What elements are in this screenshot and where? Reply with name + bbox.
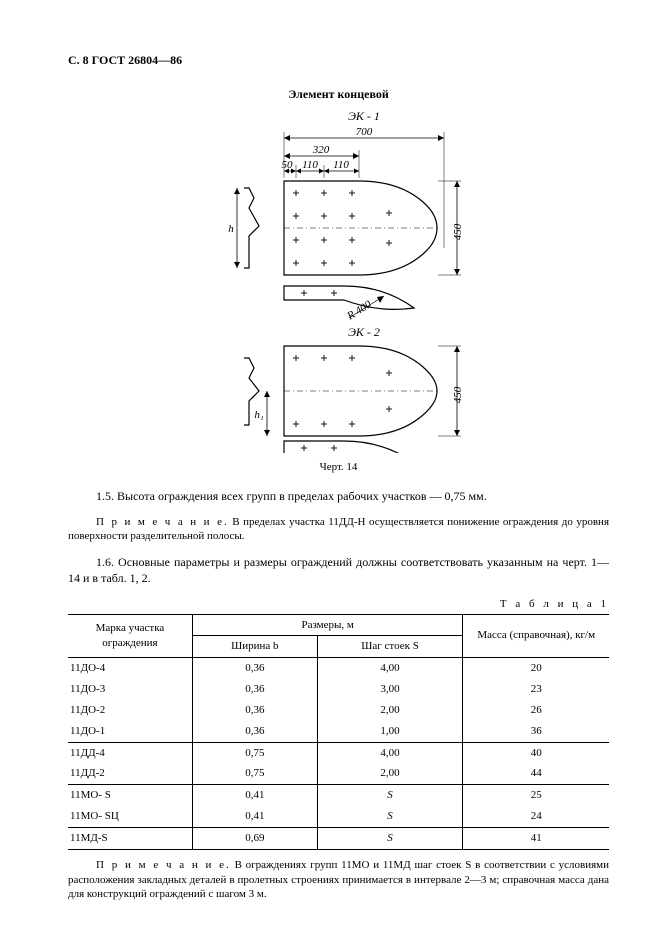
svg-text:450: 450 xyxy=(452,387,464,404)
dim-small: 50 110 110 xyxy=(281,159,359,178)
figure-drawing: ЭК - 1 700 320 xyxy=(189,108,489,453)
svg-text:h: h xyxy=(228,223,234,235)
dim-700: 700 xyxy=(284,126,444,248)
th-mass: Масса (справочная), кг/м xyxy=(463,614,609,658)
plate-ek2 xyxy=(284,346,437,436)
note-t1-label: П р и м е ч а н и е. xyxy=(96,859,231,871)
profile-ek2: h₁ xyxy=(244,358,270,436)
note-1-5: П р и м е ч а н и е. В пределах участка … xyxy=(68,515,609,545)
svg-text:h₁: h₁ xyxy=(254,409,264,421)
table-row: 11ДД-20,752,0044 xyxy=(68,763,609,784)
dim-450-bot: 450 xyxy=(438,346,464,436)
curve-ek1: R 400 xyxy=(284,286,414,323)
table-1-label: Т а б л и ц а 1 xyxy=(68,597,609,612)
plate-ek1 xyxy=(284,181,437,275)
svg-text:110: 110 xyxy=(302,159,318,171)
table-row: 11ДО-30,363,0023 xyxy=(68,679,609,700)
dim-450-top: 450 xyxy=(438,181,464,275)
figure-wrap: ЭК - 1 700 320 xyxy=(68,108,609,457)
table-row: 11ДО-40,364,0020 xyxy=(68,658,609,679)
page: С. 8 ГОСТ 26804—86 Элемент концевой ЭК -… xyxy=(0,0,661,936)
th-sizes: Размеры, м xyxy=(192,614,462,636)
th-width: Ширина b xyxy=(192,636,317,658)
svg-text:450: 450 xyxy=(452,224,464,241)
svg-text:700: 700 xyxy=(355,126,372,138)
figure-caption: Черт. 14 xyxy=(68,460,609,475)
table-row: 11МД-S0,69S41 xyxy=(68,827,609,849)
svg-text:110: 110 xyxy=(333,159,349,171)
table-row: 11МО- SЦ0,41S24 xyxy=(68,806,609,827)
label-ek2: ЭК - 2 xyxy=(348,325,380,339)
table-row: 11ДД-40,754,0040 xyxy=(68,742,609,763)
curve-ek2: R 400 xyxy=(284,441,424,453)
note-table-1: П р и м е ч а н и е. В ограждениях групп… xyxy=(68,858,609,903)
table-1: Марка участка ограждения Размеры, м Масс… xyxy=(68,614,609,850)
label-ek1: ЭК - 1 xyxy=(348,109,380,123)
figure-title: Элемент концевой xyxy=(68,86,609,102)
profile-ek1: h xyxy=(228,188,259,268)
table-row: 11ДО-20,362,0026 xyxy=(68,700,609,721)
note-1-5-label: П р и м е ч а н и е. xyxy=(96,516,229,528)
th-step: Шаг стоек S xyxy=(317,636,463,658)
th-mark: Марка участка ограждения xyxy=(68,614,192,658)
para-1-6: 1.6. Основные параметры и размеры огражд… xyxy=(68,554,609,586)
para-1-5: 1.5. Высота ограждения всех групп в пред… xyxy=(68,488,609,504)
running-header: С. 8 ГОСТ 26804—86 xyxy=(68,52,609,68)
svg-text:50: 50 xyxy=(281,159,293,171)
table-row: 11МО- S0,41S25 xyxy=(68,785,609,806)
table-row: 11ДО-10,361,0036 xyxy=(68,721,609,742)
svg-text:320: 320 xyxy=(311,144,329,156)
